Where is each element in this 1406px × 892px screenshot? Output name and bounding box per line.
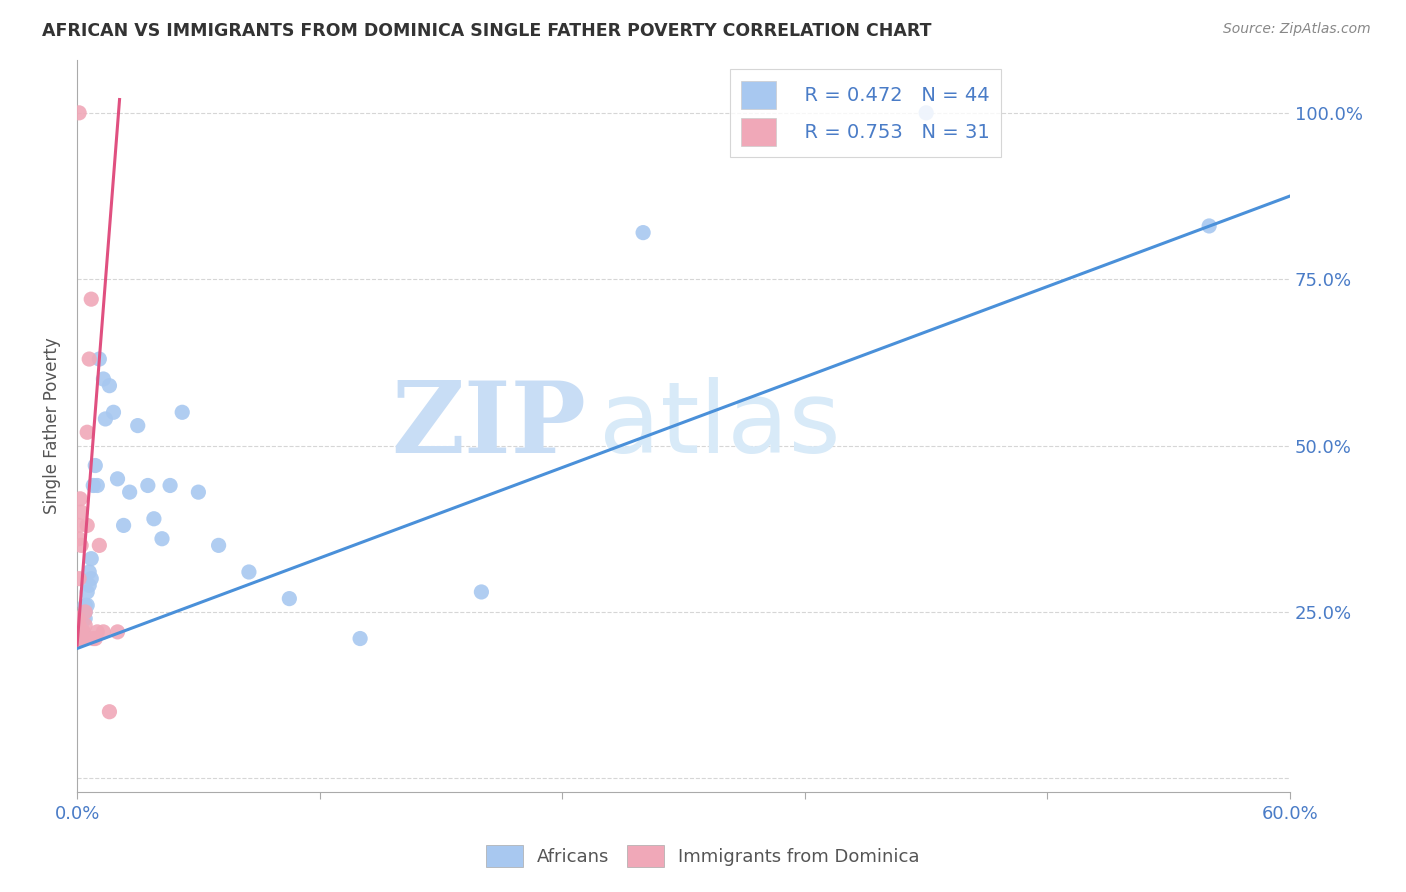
Point: [76, 518, 98, 533]
Point: [82, 632, 104, 646]
Point: [75, 599, 97, 613]
Point: [77, 565, 100, 579]
Point: [67, 632, 90, 646]
Point: [67, 611, 90, 625]
Point: [278, 591, 301, 606]
Point: [67, 624, 90, 639]
Point: [172, 405, 194, 419]
Point: [77, 578, 100, 592]
Point: [118, 485, 141, 500]
Point: [93, 624, 115, 639]
Point: [70, 632, 93, 646]
Point: [70, 632, 93, 646]
Point: [67, 624, 90, 639]
Point: [80, 572, 103, 586]
Text: atlas: atlas: [599, 377, 841, 474]
Point: [70, 618, 93, 632]
Y-axis label: Single Father Poverty: Single Father Poverty: [44, 337, 60, 514]
Point: [77, 352, 100, 367]
Point: [1198, 219, 1220, 233]
Point: [89, 352, 111, 367]
Legend:   R = 0.472   N = 44,   R = 0.753   N = 31: R = 0.472 N = 44, R = 0.753 N = 31: [730, 70, 1001, 157]
Point: [238, 565, 260, 579]
Point: [86, 478, 108, 492]
Text: ZIP: ZIP: [392, 377, 586, 474]
Point: [84, 632, 107, 646]
Point: [80, 551, 103, 566]
Point: [349, 632, 371, 646]
Point: [107, 472, 129, 486]
Point: [80, 292, 103, 306]
Point: [136, 478, 159, 492]
Point: [915, 105, 938, 120]
Point: [84, 458, 107, 473]
Point: [82, 478, 104, 492]
Point: [89, 538, 111, 552]
Point: [67, 518, 90, 533]
Point: [112, 518, 135, 533]
Point: [103, 405, 125, 419]
Point: [75, 611, 97, 625]
Point: [72, 611, 94, 625]
Point: [76, 599, 98, 613]
Point: [67, 624, 90, 639]
Point: [70, 611, 93, 625]
Point: [67, 618, 90, 632]
Point: [159, 478, 181, 492]
Point: [67, 618, 90, 632]
Text: Source: ZipAtlas.com: Source: ZipAtlas.com: [1223, 22, 1371, 37]
Point: [207, 538, 229, 552]
Point: [76, 425, 98, 440]
Point: [93, 372, 115, 386]
Point: [72, 624, 94, 639]
Point: [67, 632, 90, 646]
Point: [69, 491, 91, 506]
Point: [70, 624, 93, 639]
Point: [67, 618, 90, 632]
Point: [67, 532, 90, 546]
Point: [631, 226, 654, 240]
Point: [67, 632, 90, 646]
Point: [107, 624, 129, 639]
Point: [187, 485, 209, 500]
Point: [70, 505, 93, 519]
Point: [98, 378, 121, 392]
Point: [75, 605, 97, 619]
Point: [72, 632, 94, 646]
Point: [67, 105, 90, 120]
Point: [150, 532, 173, 546]
Text: AFRICAN VS IMMIGRANTS FROM DOMINICA SINGLE FATHER POVERTY CORRELATION CHART: AFRICAN VS IMMIGRANTS FROM DOMINICA SING…: [42, 22, 932, 40]
Point: [70, 538, 93, 552]
Point: [142, 512, 165, 526]
Point: [70, 624, 93, 639]
Point: [75, 618, 97, 632]
Point: [67, 572, 90, 586]
Point: [75, 605, 97, 619]
Point: [76, 585, 98, 599]
Point: [86, 624, 108, 639]
Legend: Africans, Immigrants from Dominica: Africans, Immigrants from Dominica: [479, 838, 927, 874]
Point: [94, 412, 117, 426]
Point: [127, 418, 149, 433]
Point: [72, 624, 94, 639]
Point: [98, 705, 121, 719]
Point: [470, 585, 492, 599]
